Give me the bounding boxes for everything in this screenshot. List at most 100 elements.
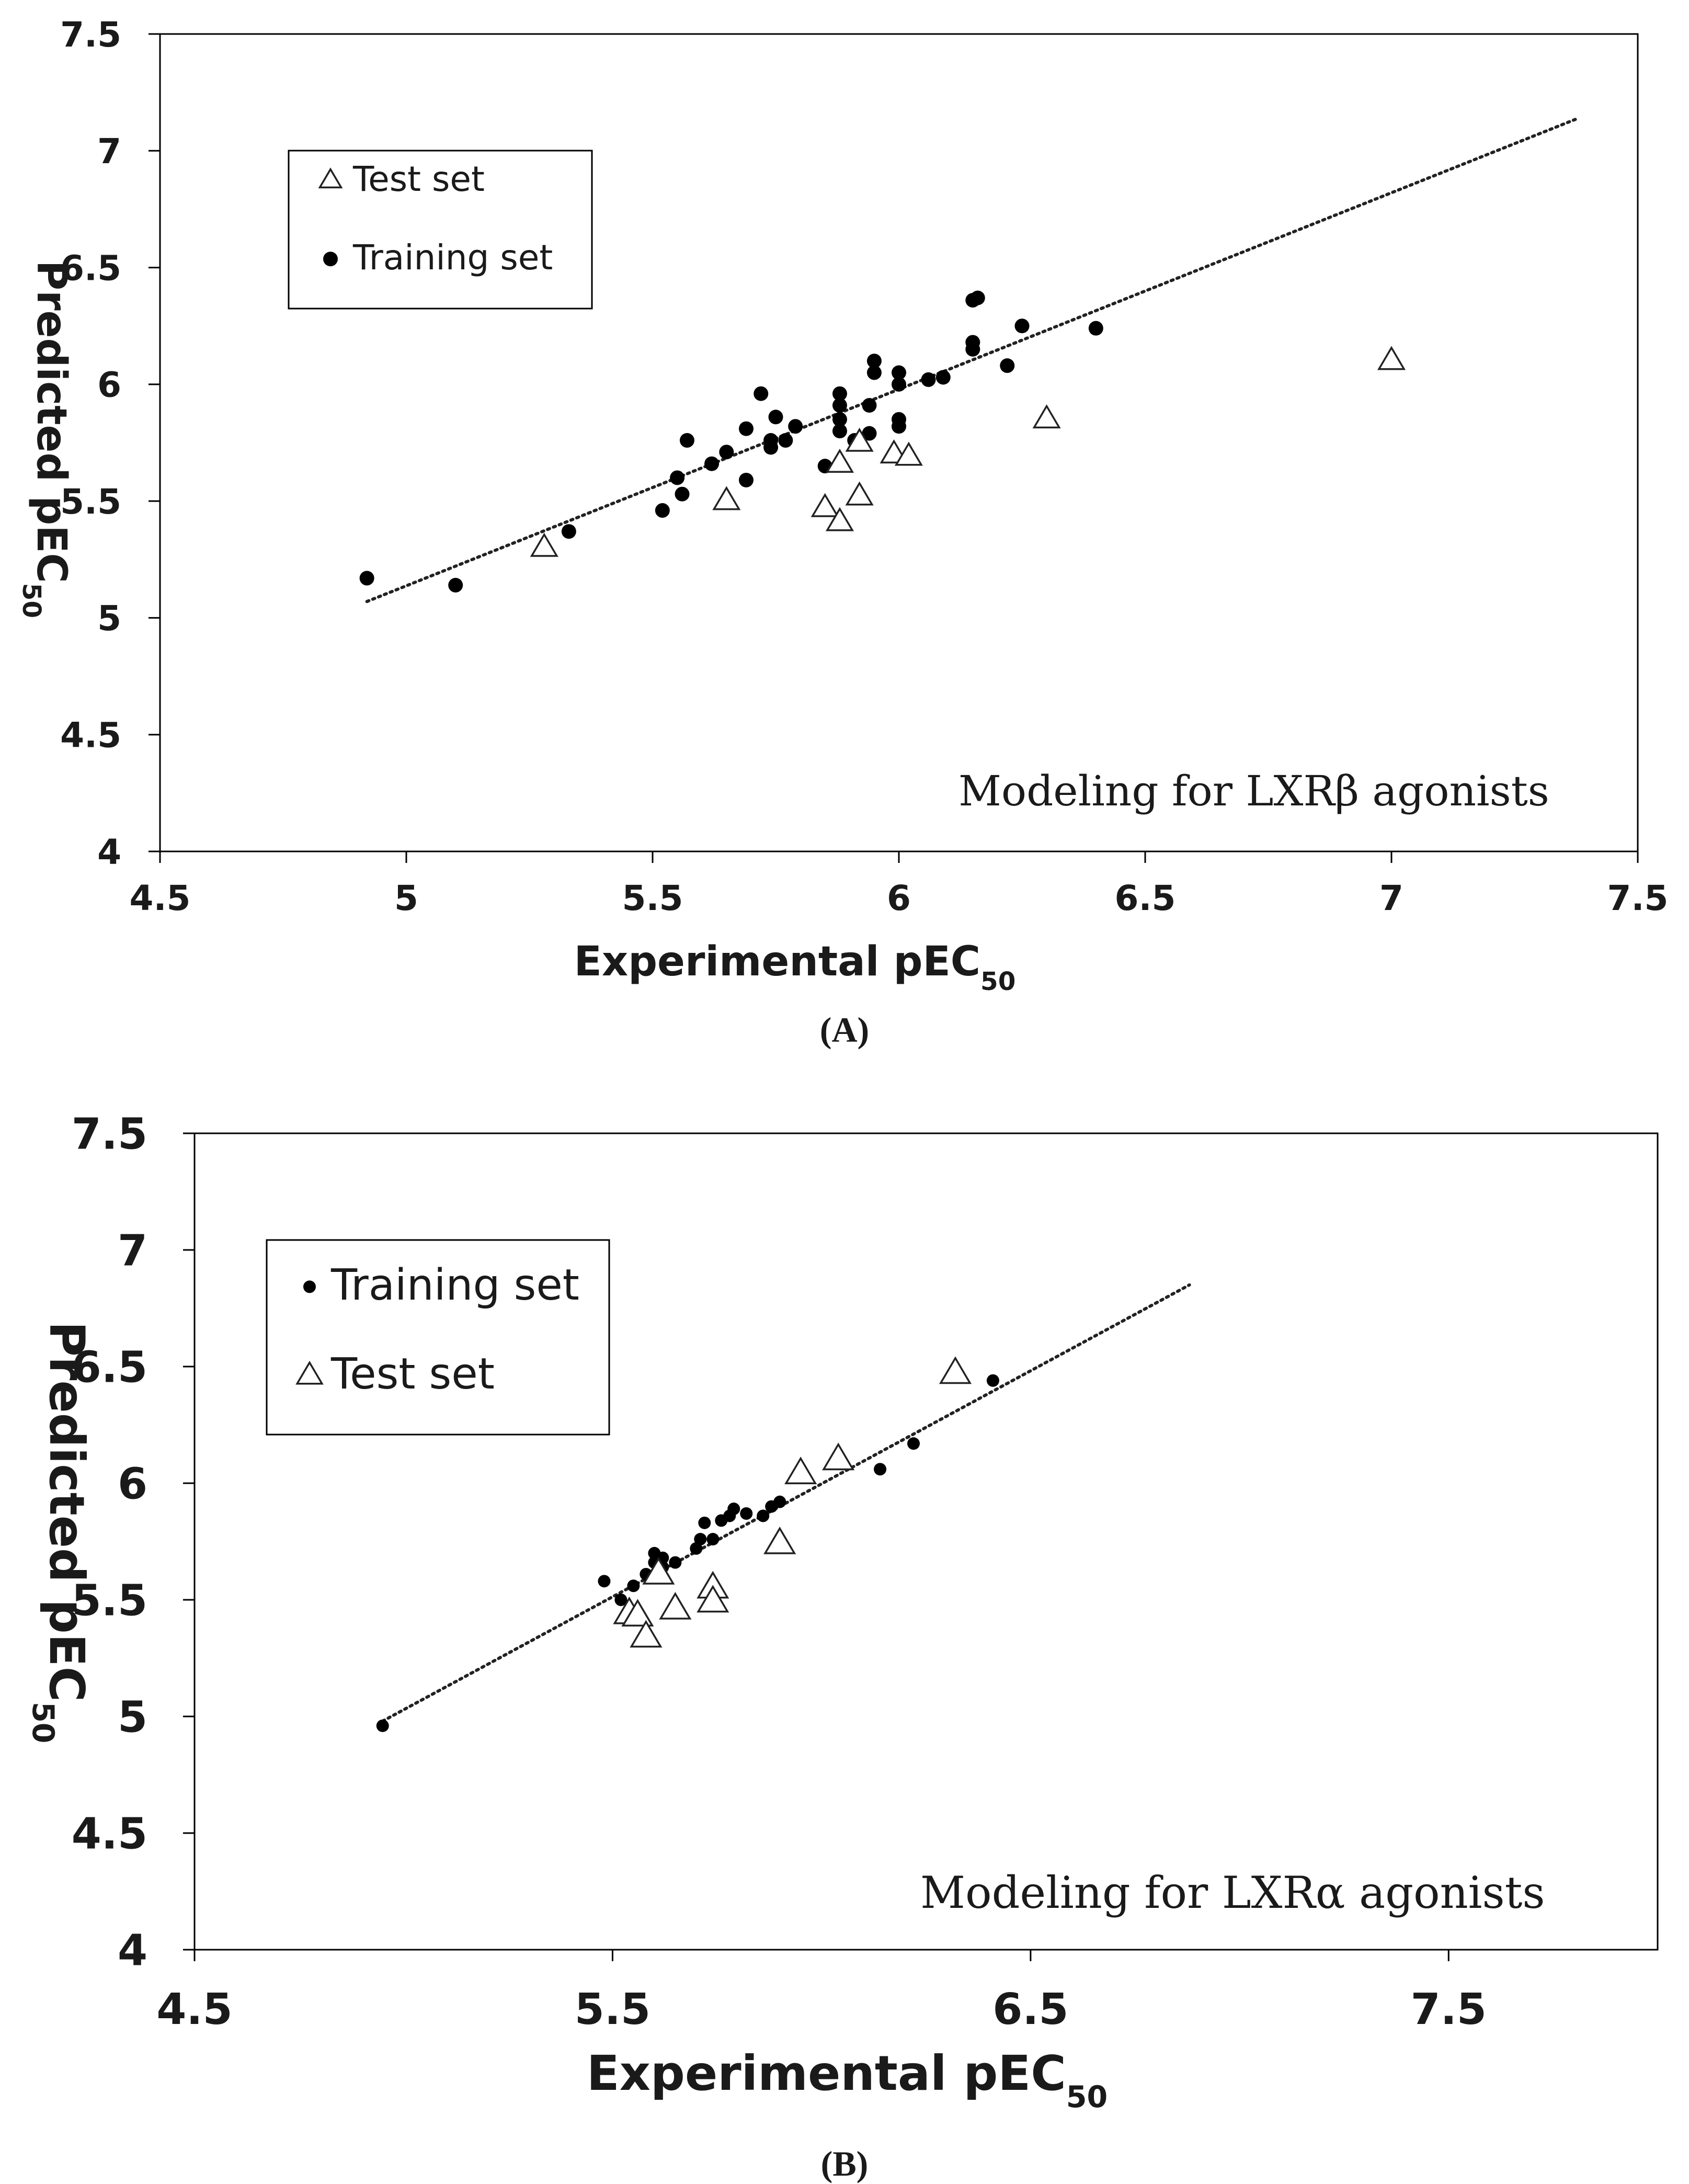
y-tick-label: 7: [118, 1226, 147, 1276]
test-point: [822, 1442, 855, 1471]
training-point: [832, 386, 847, 401]
x-tick-label: 6.5: [1115, 878, 1176, 918]
training-point: [738, 472, 754, 487]
training-point: [655, 503, 670, 518]
x-tick-label: 5.5: [622, 878, 683, 918]
y-tick-label: 4.5: [72, 1810, 147, 1859]
training-point: [448, 577, 463, 593]
training-set-series: [359, 290, 1103, 593]
test-point: [530, 532, 558, 557]
training-point: [614, 1594, 627, 1606]
x-axis-label: Experimental pEC50: [587, 2045, 1108, 2114]
legend-dot-icon: [303, 1280, 316, 1293]
training-point: [669, 1556, 682, 1569]
training-point: [675, 486, 690, 502]
y-axis-label: Predicted pEC50: [26, 1322, 95, 1744]
training-point: [935, 370, 951, 385]
training-point: [670, 470, 685, 485]
test-point: [621, 1599, 654, 1627]
y-tick-label: 5: [97, 598, 121, 639]
training-point: [698, 1516, 711, 1529]
x-tick-label: 6.5: [992, 1985, 1068, 2034]
training-point: [757, 1509, 770, 1522]
training-point: [965, 335, 980, 350]
training-point: [738, 421, 754, 436]
training-point: [986, 1374, 999, 1387]
chart-panel-a: 44.555.566.577.54.5 5 5.5 6 6.5 7 7.5Experimen…: [17, 15, 1668, 1050]
training-point: [866, 365, 882, 380]
test-point: [1377, 346, 1406, 370]
training-point: [694, 1533, 707, 1546]
test-point: [697, 1585, 729, 1613]
test-point: [763, 1526, 796, 1554]
training-point: [892, 377, 906, 392]
test-point: [630, 1620, 663, 1648]
y-tick-label: 4: [118, 1926, 147, 1976]
y-axis-label: Predicted pEC50: [17, 260, 75, 618]
trend-line: [381, 1283, 1191, 1723]
test-set-series: [530, 346, 1406, 557]
x-tick-label: 5: [394, 878, 418, 918]
training-point: [727, 1503, 740, 1516]
y-tick-label: 4.5: [60, 715, 121, 755]
training-point: [627, 1579, 640, 1592]
model-annotation: Modeling for LXRβ agonists: [958, 767, 1549, 815]
training-point: [598, 1575, 611, 1588]
test-point: [845, 481, 874, 506]
training-point: [740, 1507, 753, 1520]
y-tick-label: 7: [97, 131, 121, 172]
training-point: [921, 372, 936, 387]
y-tick-label: 4: [97, 832, 121, 872]
y-tick-label: 5: [118, 1693, 147, 1743]
training-point: [679, 433, 694, 448]
test-point: [784, 1457, 817, 1484]
test-point: [1032, 404, 1061, 429]
y-tick-label: 6: [97, 365, 121, 405]
legend-label: Test set: [330, 1349, 495, 1399]
legend-box: [266, 1239, 610, 1436]
training-point: [892, 365, 906, 380]
chart-panel-b: 44.555.566.577.54.5 5.5 6.5 7.5Experimental…: [26, 1110, 1659, 2183]
training-point: [690, 1542, 703, 1555]
training-point: [862, 426, 877, 441]
training-point: [778, 433, 793, 448]
training-point: [892, 412, 906, 427]
test-point: [939, 1356, 972, 1384]
panel-caption: (A): [820, 1010, 869, 1050]
training-point: [907, 1437, 920, 1450]
test-point: [825, 448, 854, 473]
test-point: [659, 1591, 692, 1620]
y-tick-label: 5.5: [60, 482, 121, 522]
training-point: [874, 1463, 887, 1476]
panel-caption: (B): [821, 2144, 869, 2183]
test-point: [825, 507, 854, 531]
y-tick-label: 6.5: [60, 248, 121, 288]
training-point: [376, 1719, 389, 1732]
legend-triangle-icon: [318, 167, 343, 189]
training-point: [862, 398, 877, 413]
x-tick-label: 4.5: [130, 878, 191, 918]
training-point: [1014, 318, 1030, 334]
x-tick-label: 5.5: [575, 1985, 651, 2034]
legend-triangle-icon: [295, 1360, 324, 1385]
x-tick-label: 7.5: [1607, 878, 1669, 918]
x-tick-label: 6: [887, 878, 911, 918]
y-tick-label: 5.5: [72, 1576, 147, 1626]
legend-label: Test set: [352, 159, 485, 199]
y-tick-label: 7.5: [60, 15, 121, 55]
training-point: [832, 424, 847, 439]
y-tick-label: 6.5: [72, 1343, 147, 1393]
training-point: [788, 419, 803, 434]
training-point: [704, 456, 720, 471]
training-point: [832, 412, 847, 427]
test-point: [811, 493, 839, 517]
training-point: [719, 445, 734, 460]
training-point: [1000, 358, 1015, 373]
training-point: [970, 290, 985, 305]
test-point: [712, 486, 741, 510]
y-tick-label: 7.5: [72, 1110, 147, 1159]
test-point: [894, 441, 923, 466]
y-tick-label: 6: [118, 1460, 147, 1509]
test-set-series: [613, 1356, 972, 1648]
